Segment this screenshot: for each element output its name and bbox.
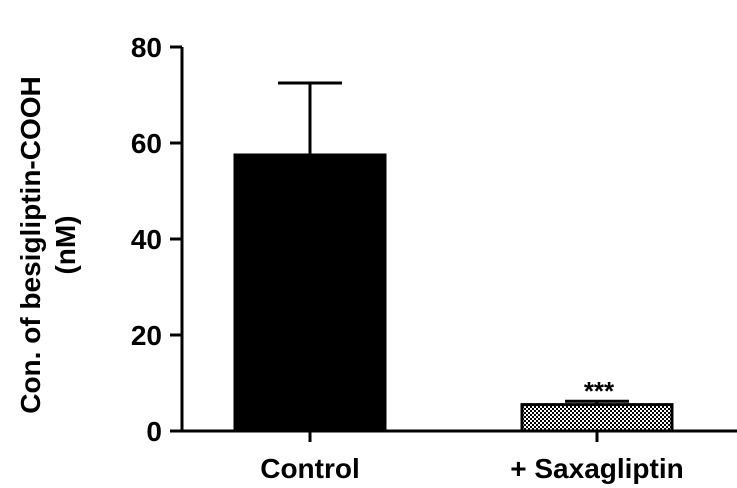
significance-annotation: *** (584, 376, 615, 406)
y-tick-label: 0 (146, 416, 162, 447)
x-axis: Control + Saxagliptin (180, 429, 737, 484)
y-axis: 0 20 40 60 80 (131, 32, 184, 447)
x-tick-label: Control (260, 453, 360, 484)
y-tick-label: 40 (131, 224, 162, 255)
bar (520, 403, 674, 433)
x-tick-label: + Saxagliptin (510, 453, 684, 484)
y-tick-label: 80 (131, 32, 162, 63)
y-axis-title-line: Con. of besigliptin-COOH (15, 76, 46, 414)
y-tick-label: 20 (131, 320, 162, 351)
y-axis-title: Con. of besigliptin-COOH (nM) (15, 76, 81, 414)
bars: *** (233, 81, 674, 433)
y-axis-title-line: (nM) (50, 215, 81, 274)
y-tick-label: 60 (131, 128, 162, 159)
bar (233, 153, 387, 433)
